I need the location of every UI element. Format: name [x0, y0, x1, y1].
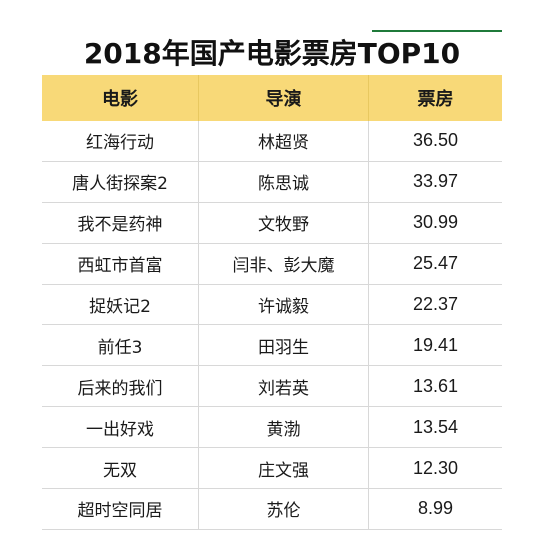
director-cell: 庄文强 — [199, 448, 369, 489]
director-cell: 陈思诚 — [199, 161, 369, 202]
box-office-cell: 19.41 — [412, 334, 459, 355]
table-header-row: 电影 导演 票房 — [42, 75, 502, 121]
header-director: 导演 — [199, 75, 369, 121]
director-cell: 田羽生 — [199, 325, 369, 366]
box-office-cell: 22.37 — [412, 294, 459, 314]
table-row: 西虹市首富 闫非、彭大魔 25.47 — [42, 243, 502, 285]
movie-cell: 西虹市首富 — [42, 243, 199, 284]
table-row: 我不是药神 文牧野 30.99 — [42, 202, 502, 244]
box-office-cell: 36.50 — [412, 130, 459, 151]
director-cell: 苏伦 — [199, 489, 369, 529]
table-row: 一出好戏 黄渤 13.54 — [42, 407, 502, 449]
director-cell: 刘若英 — [199, 366, 369, 407]
movie-cell: 前任3 — [42, 325, 199, 366]
table-row: 后来的我们 刘若英 13.61 — [42, 366, 502, 408]
box-office-cell: 25.47 — [412, 253, 459, 274]
table-title: 2018年国产电影票房TOP10 — [83, 37, 461, 70]
table-row: 红海行动 林超贤 36.50 — [42, 121, 502, 162]
movie-cell: 一出好戏 — [42, 407, 199, 448]
table-row: 无双 庄文强 12.30 — [42, 448, 502, 490]
box-office-cell: 30.99 — [412, 212, 459, 233]
box-office-cell: 13.61 — [412, 375, 459, 396]
box-office-cell: 8.99 — [417, 498, 454, 519]
movie-cell: 捉妖记2 — [42, 284, 199, 325]
table-row: 前任3 田羽生 19.41 — [42, 325, 502, 367]
director-cell: 黄渤 — [199, 407, 369, 448]
table-row: 唐人街探案2 陈思诚 33.97 — [42, 161, 502, 203]
header-movie: 电影 — [42, 75, 199, 121]
box-office-cell: 13.54 — [412, 416, 459, 437]
director-cell: 闫非、彭大魔 — [199, 243, 369, 284]
top-accent-line — [372, 30, 502, 32]
movie-cell: 我不是药神 — [42, 202, 199, 243]
director-cell: 林超贤 — [199, 121, 369, 161]
table-row: 捉妖记2 许诚毅 22.37 — [42, 284, 502, 326]
movie-cell: 无双 — [42, 448, 199, 489]
box-office-table: 2018年国产电影票房TOP10 电影 导演 票房 红海行动 林超贤 36.50… — [42, 32, 502, 530]
movie-cell: 后来的我们 — [42, 366, 199, 407]
movie-cell: 超时空同居 — [42, 489, 199, 529]
movie-cell: 唐人街探案2 — [42, 161, 199, 202]
director-cell: 许诚毅 — [199, 284, 369, 325]
box-office-cell: 33.97 — [412, 171, 459, 192]
box-office-cell: 12.30 — [412, 457, 459, 478]
header-box-office: 票房 — [417, 89, 454, 110]
table-row: 超时空同居 苏伦 8.99 — [42, 489, 502, 530]
movie-cell: 红海行动 — [42, 121, 199, 161]
director-cell: 文牧野 — [199, 202, 369, 243]
